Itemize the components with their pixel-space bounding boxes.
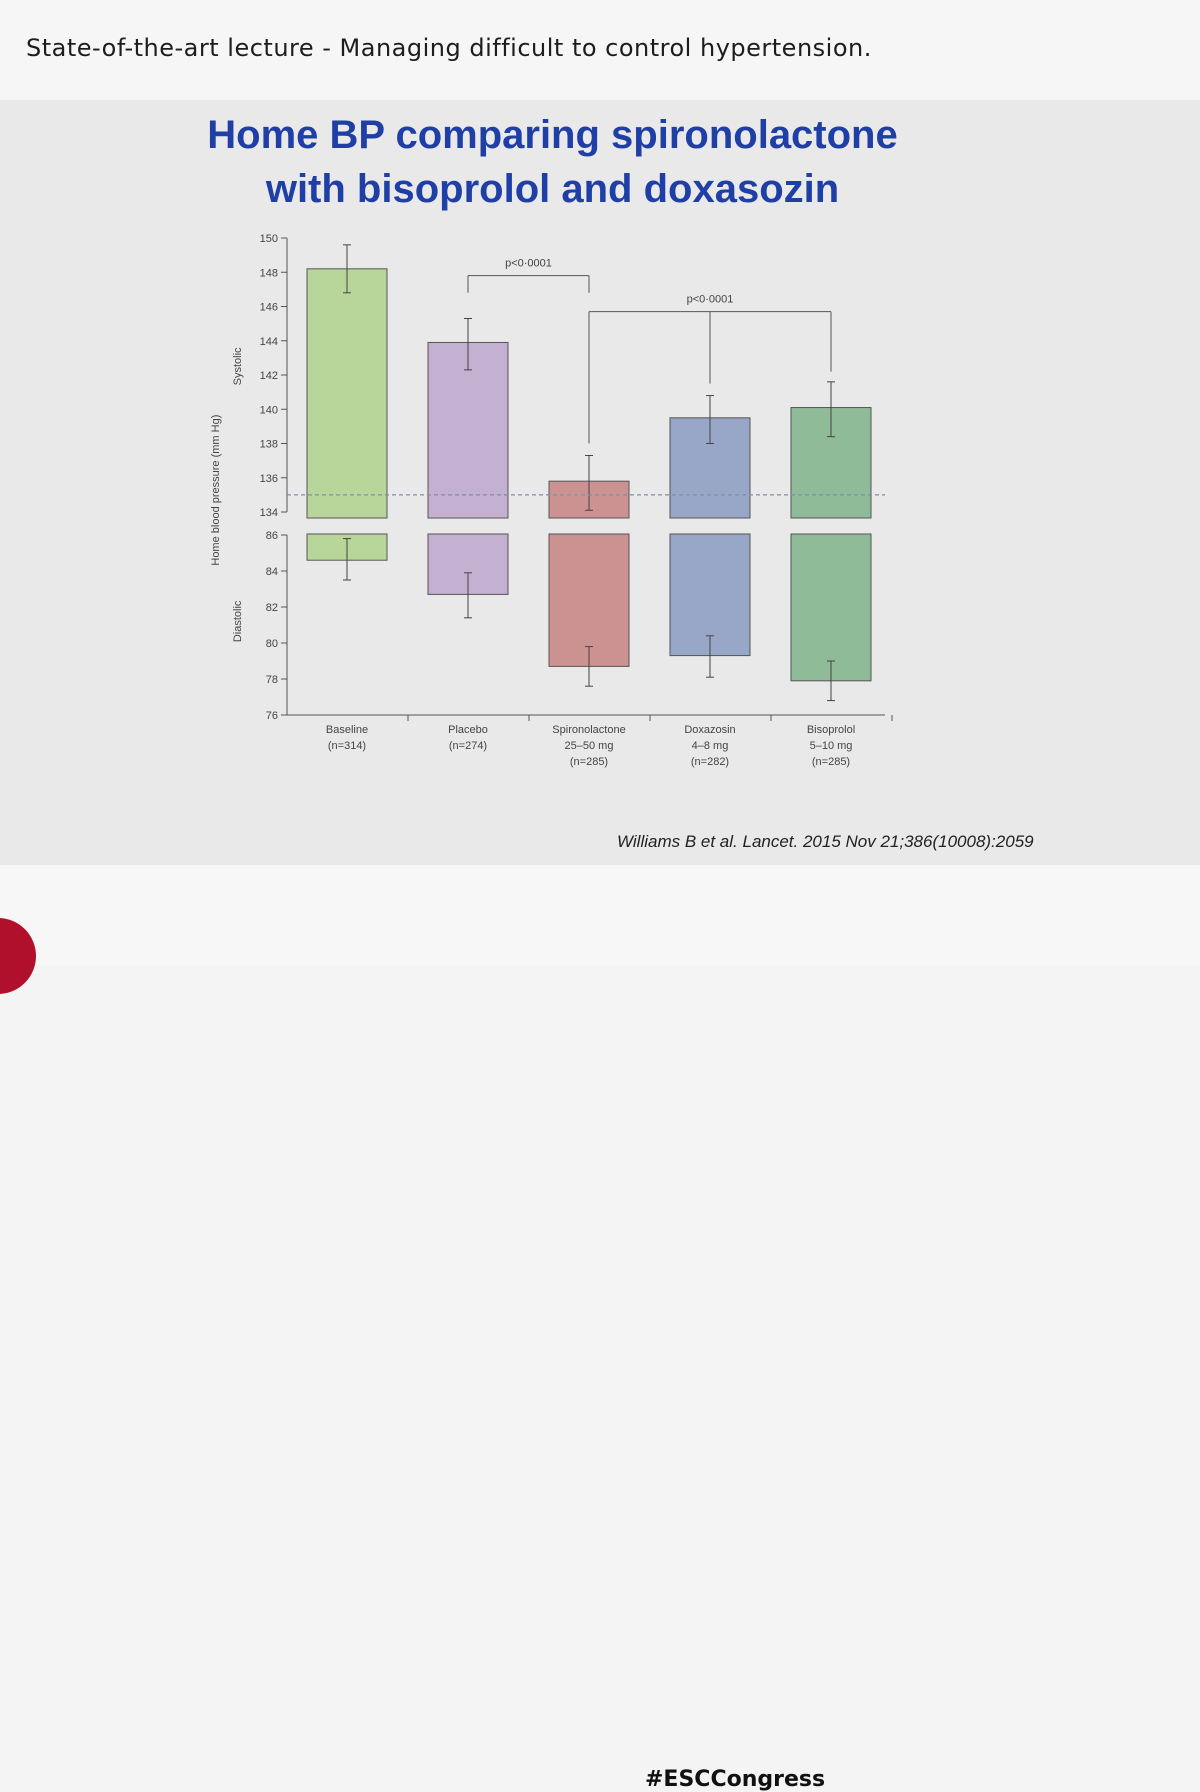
category-label: Doxazosin: [684, 724, 735, 736]
citation: Williams B et al. Lancet. 2015 Nov 21;38…: [617, 832, 1034, 851]
category-label: 4–8 mg: [692, 740, 729, 752]
category-label: Placebo: [448, 724, 488, 736]
p-value-label-2: p<0·0001: [687, 294, 734, 306]
category-label: (n=285): [812, 756, 850, 768]
category-label: Spironolactone: [552, 724, 625, 736]
footer-bar: #ESCCongress: [0, 865, 1200, 1792]
systolic-panel-label: Systolic: [232, 347, 244, 385]
diastolic-tick-label: 80: [266, 638, 278, 650]
diastolic-panel-label: Diastolic: [232, 600, 244, 642]
lecture-title: State-of-the-art lecture - Managing diff…: [26, 34, 872, 62]
category-label: 25–50 mg: [565, 740, 614, 752]
category-label: 5–10 mg: [810, 740, 853, 752]
slide-title-line-2: with bisoprolol and doxasozin: [265, 167, 840, 211]
systolic-tick-label: 142: [260, 370, 278, 382]
systolic-tick-label: 136: [260, 473, 278, 485]
category-label: (n=282): [691, 756, 729, 768]
diastolic-tick-label: 76: [266, 710, 278, 722]
category-label: (n=285): [570, 756, 608, 768]
systolic-bar: [427, 341, 509, 519]
systolic-tick-label: 150: [260, 233, 278, 245]
systolic-tick-label: 146: [260, 302, 278, 314]
systolic-tick-label: 140: [260, 404, 278, 416]
diastolic-bar: [790, 533, 872, 682]
y-axis-label: Home blood pressure (mm Hg): [210, 415, 222, 566]
header-bar: State-of-the-art lecture - Managing diff…: [0, 0, 1200, 100]
p-value-label-1: p<0·0001: [505, 258, 552, 270]
systolic-tick-label: 134: [260, 507, 278, 519]
diastolic-tick-label: 82: [266, 602, 278, 614]
diastolic-bar: [548, 533, 630, 667]
slide-title: Home BP comparing spironolactone with bi…: [0, 108, 1105, 216]
diastolic-tick-label: 78: [266, 674, 278, 686]
congress-hashtag: #ESCCongress: [645, 1767, 826, 1792]
bp-bar-chart: 134 136 138 140 142 144 146 148 150 76 78 80 82 84 86 H…: [210, 233, 893, 768]
category-label: (n=314): [328, 740, 366, 752]
category-label: Bisoprolol: [807, 724, 855, 736]
slide-title-line-1: Home BP comparing spironolactone: [207, 113, 898, 157]
category-label: Baseline: [326, 724, 368, 736]
category-label: (n=274): [449, 740, 487, 752]
diastolic-tick-label: 84: [266, 566, 278, 578]
systolic-bar: [306, 268, 388, 519]
systolic-tick-label: 144: [260, 336, 278, 348]
diastolic-tick-label: 86: [266, 530, 278, 542]
systolic-tick-label: 148: [260, 267, 278, 279]
systolic-tick-label: 138: [260, 439, 278, 451]
